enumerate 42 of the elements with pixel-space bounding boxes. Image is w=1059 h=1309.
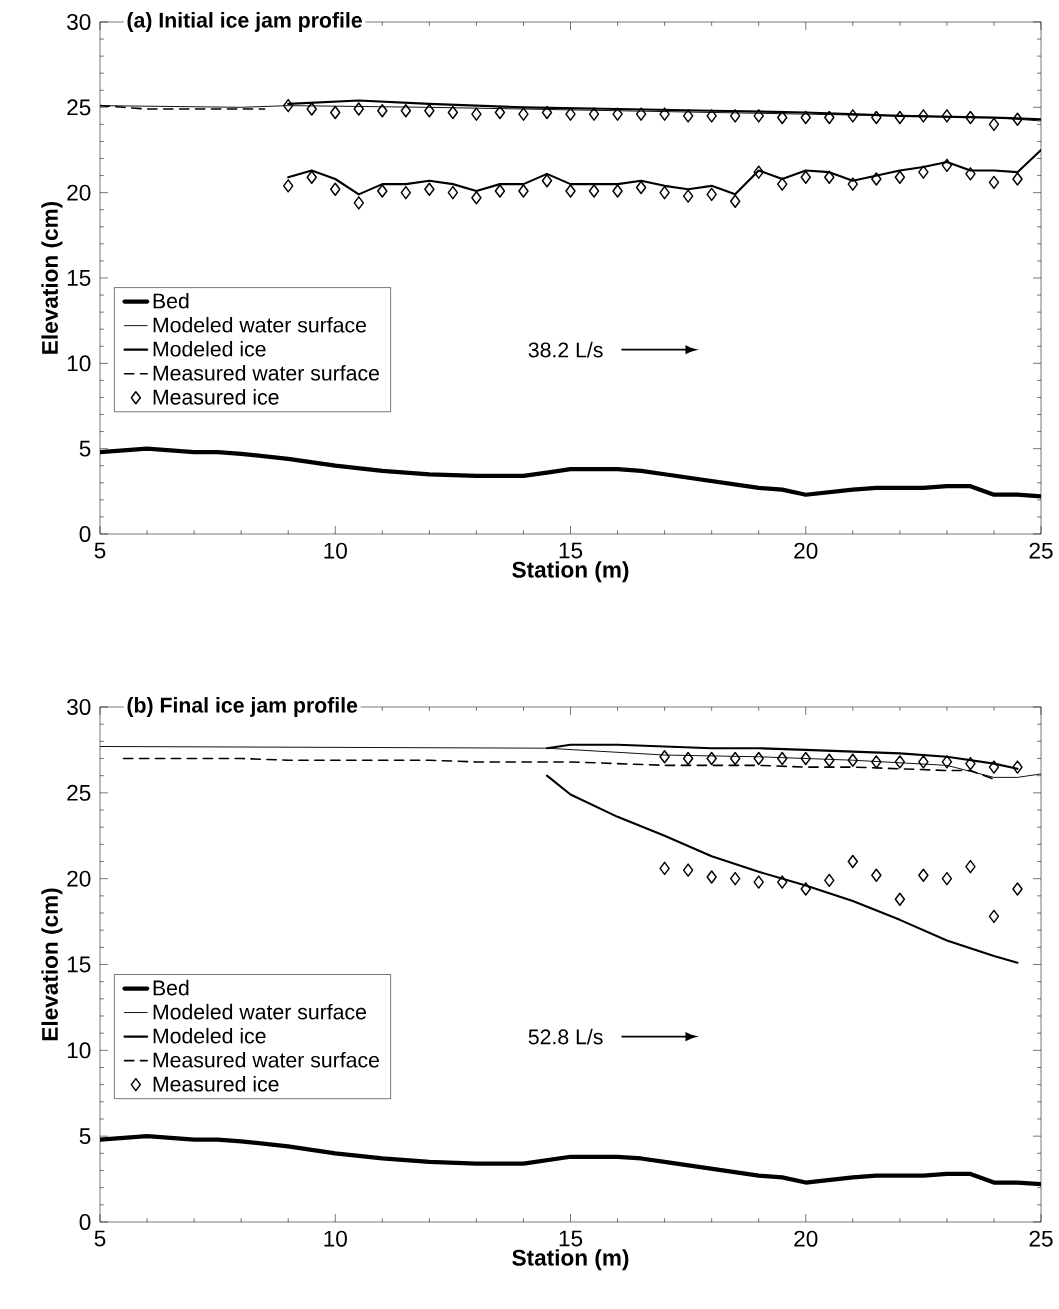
legend-label: Modeled water surface: [153, 316, 366, 333]
x-axis-title: Station (m): [512, 1249, 629, 1271]
y-tick-label: 15: [67, 270, 91, 286]
x-tick-label: 10: [324, 542, 347, 559]
legend-label: Measured ice: [153, 389, 279, 405]
y-tick-label: 30: [67, 13, 91, 30]
legend-label: Bed: [153, 292, 189, 309]
y-tick-label: 10: [67, 355, 91, 372]
legend-label: Bed: [153, 979, 189, 996]
y-tick-label: 15: [67, 956, 91, 973]
x-tick-label: 5: [94, 1230, 106, 1247]
legend-label: Modeled ice: [153, 340, 266, 357]
x-tick-label: 10: [324, 1230, 347, 1247]
y-tick-label: 5: [79, 1128, 91, 1145]
x-tick-label: 25: [1029, 542, 1053, 559]
y-tick-label: 5: [79, 440, 91, 457]
y-tick-label: 20: [67, 870, 91, 887]
annotation: 52.8 L/s: [528, 1028, 603, 1045]
y-tick-label: 25: [67, 99, 91, 116]
y-axis-title: Elevation (cm): [41, 201, 63, 354]
chart-title: (a) Initial ice jam profile: [127, 12, 362, 32]
x-tick-label: 25: [1029, 1230, 1053, 1247]
y-axis-title: Elevation (cm): [41, 888, 63, 1041]
x-tick-label: 20: [794, 542, 818, 559]
legend-label: Modeled ice: [153, 1027, 266, 1044]
chart-title: (b) Final ice jam profile: [127, 697, 358, 717]
y-tick-label: 20: [67, 184, 91, 201]
y-tick-label: 0: [79, 1214, 91, 1230]
x-axis-title: Station (m): [512, 561, 629, 583]
y-tick-label: 30: [67, 698, 91, 715]
legend-label: Measured ice: [153, 1075, 279, 1092]
legend-label: Measured water surface: [153, 1051, 379, 1068]
x-tick-label: 20: [794, 1230, 818, 1247]
x-tick-label: 15: [559, 542, 583, 559]
annotation: 38.2 L/s: [528, 341, 603, 358]
x-tick-label: 5: [94, 542, 106, 559]
y-tick-label: 10: [67, 1042, 91, 1059]
y-tick-label: 0: [79, 525, 91, 542]
x-tick-label: 15: [559, 1230, 583, 1247]
legend-label: Measured water surface: [153, 365, 379, 381]
y-tick-label: 25: [67, 784, 91, 801]
legend-label: Modeled water surface: [153, 1003, 366, 1020]
